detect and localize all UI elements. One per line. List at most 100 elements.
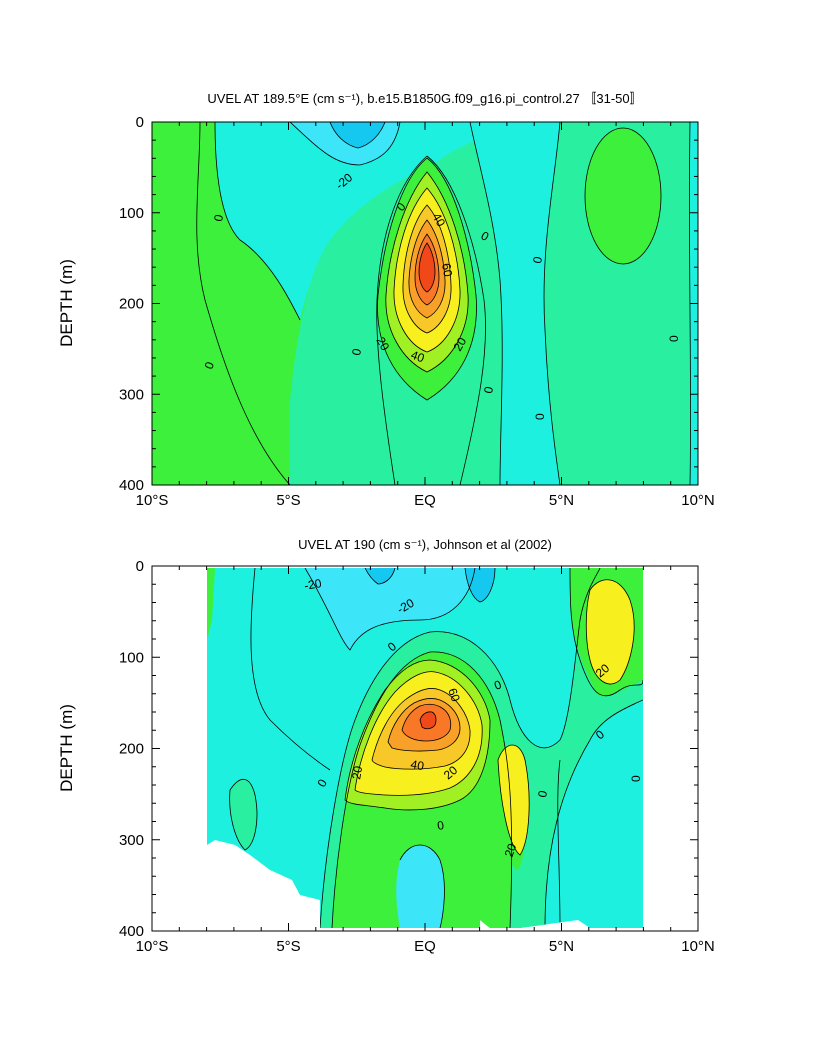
contour-label: 0	[481, 385, 496, 394]
obs-fill-neg30b	[465, 568, 495, 602]
obs-contour-line	[229, 778, 258, 851]
x-tick-label: 10°S	[136, 938, 169, 955]
x-tick-label: EQ	[414, 938, 436, 955]
panel-model: UVEL AT 189.5°E (cm s⁻¹), b.e15.B1850G.f…	[57, 91, 715, 509]
x-tick-label: 10°S	[136, 492, 169, 509]
contour-label: 40	[429, 211, 448, 230]
model-contour-line	[414, 233, 440, 306]
x-tick-label: 5°S	[276, 492, 300, 509]
panel-model-title: UVEL AT 189.5°E (cm s⁻¹), b.e15.B1850G.f…	[207, 91, 642, 106]
obs-contour-line	[319, 568, 601, 928]
obs-fill-west-lobe	[229, 779, 257, 850]
contour-label: 0	[535, 789, 550, 798]
y-tick-label: 200	[119, 296, 144, 313]
obs-fill-core-70	[420, 711, 436, 729]
model-contour-line	[584, 127, 662, 265]
obs-fill-neg20	[305, 568, 475, 650]
y-tick-label: 400	[119, 477, 144, 494]
y-tick-label: 100	[119, 649, 144, 666]
obs-fill-west-edge	[207, 568, 215, 640]
obs-contour-line	[371, 688, 471, 770]
obs-contour-line	[364, 568, 396, 585]
contour-label: 20	[502, 841, 520, 859]
contour-label: 0	[533, 413, 547, 420]
obs-contour-line	[557, 759, 561, 928]
contour-label: 0	[629, 775, 643, 782]
y-tick-label: 300	[119, 832, 144, 849]
obs-fill-deep-neg	[396, 845, 445, 928]
obs-contour-line	[419, 711, 437, 730]
obs-fill-east-lobe-30	[498, 745, 530, 855]
obs-contour-line	[401, 703, 452, 742]
contour-label: 0	[211, 213, 226, 222]
contour-label: -20	[303, 576, 323, 593]
contour-label: 0	[436, 818, 445, 833]
contour-label: 20	[450, 335, 469, 354]
x-tick-label: EQ	[414, 492, 436, 509]
obs-contour-line	[344, 659, 491, 811]
model-contour-lines	[196, 122, 691, 485]
contour-label: 0	[202, 360, 218, 371]
model-contour-line	[214, 122, 301, 321]
contour-label: 0	[349, 347, 364, 356]
model-contour-line	[385, 171, 469, 373]
obs-contour-line	[464, 568, 496, 603]
contour-label: 40	[409, 757, 425, 773]
obs-y-axis-label: DEPTH (m)	[57, 704, 76, 792]
contour-label: 40	[409, 348, 427, 366]
obs-contour-line	[304, 568, 476, 651]
model-fill-east-blob	[585, 128, 661, 264]
model-fill-neg10-east	[470, 122, 560, 485]
model-fill-east-band	[574, 122, 690, 485]
model-contour-line	[393, 187, 461, 353]
y-tick-label: 0	[136, 114, 144, 131]
model-contour-line	[376, 155, 486, 485]
x-tick-label: 5°N	[549, 492, 574, 509]
model-contour-line	[408, 219, 446, 319]
model-contour-line	[689, 122, 691, 485]
obs-contour-line	[354, 671, 483, 796]
model-contour-line	[329, 122, 386, 149]
x-tick-label: 10°N	[681, 492, 715, 509]
obs-contour-line	[544, 699, 643, 928]
contour-label: 0	[667, 335, 681, 342]
obs-contour-line	[497, 744, 530, 856]
contour-label: 0	[530, 255, 545, 264]
model-contour-line	[469, 122, 503, 485]
model-contour-line	[402, 204, 452, 334]
model-y-axis-label: DEPTH (m)	[57, 259, 76, 347]
obs-contour-lines	[229, 568, 643, 928]
model-contour-line	[377, 157, 477, 401]
obs-contour-line	[387, 697, 461, 752]
obs-contour-line	[569, 568, 643, 697]
model-contour-line	[543, 122, 561, 485]
contour-label: 20	[373, 335, 392, 354]
obs-contour-line	[585, 579, 635, 685]
y-tick-label: 100	[119, 205, 144, 222]
x-tick-label: 10°N	[681, 938, 715, 955]
y-tick-label: 300	[119, 386, 144, 403]
x-tick-label: 5°N	[549, 938, 574, 955]
panel-obs-title: UVEL AT 190 (cm s⁻¹), Johnson et al (200…	[298, 537, 552, 552]
obs-contour-line	[399, 844, 445, 928]
obs-contour-line	[250, 568, 331, 771]
model-fill-neg10-west	[215, 122, 510, 320]
y-tick-label: 200	[119, 741, 144, 758]
contour-label: 60	[445, 686, 463, 704]
contour-label: 60	[439, 262, 455, 278]
panel-observations: UVEL AT 190 (cm s⁻¹), Johnson et al (200…	[57, 537, 715, 955]
y-tick-label: 0	[136, 558, 144, 575]
obs-contour-line	[331, 651, 513, 928]
obs-fill-east-30	[586, 579, 635, 684]
obs-contour-fills	[207, 568, 643, 928]
x-tick-label: 5°S	[276, 938, 300, 955]
model-fill-core-70	[419, 243, 435, 292]
y-tick-label: 400	[119, 923, 144, 940]
model-contour-line	[196, 122, 291, 485]
contour-label: 20	[349, 765, 365, 781]
model-fill-neg30	[330, 122, 385, 148]
model-contour-line	[289, 122, 401, 166]
